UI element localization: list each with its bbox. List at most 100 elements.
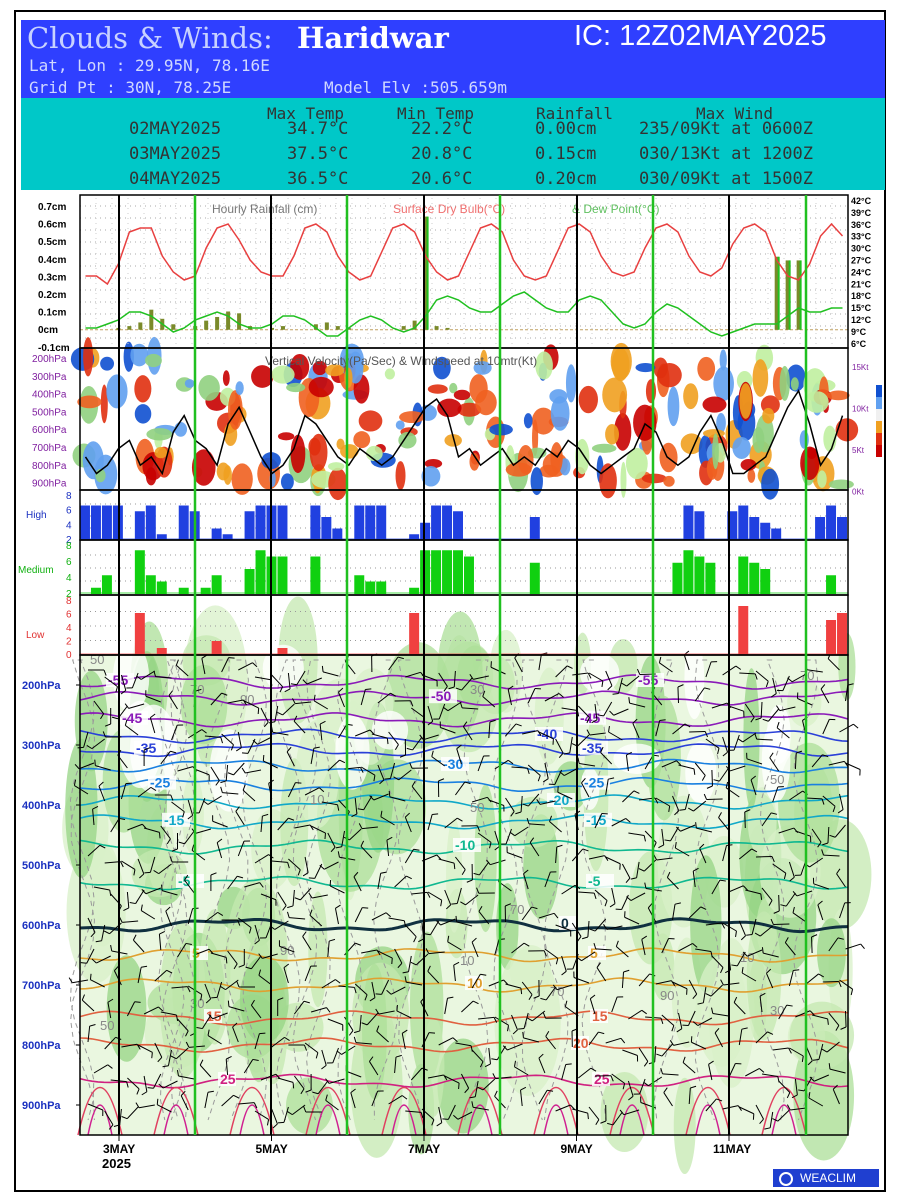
wind-barb	[462, 707, 479, 710]
wind-barb-flag	[375, 1008, 380, 1015]
wind-barb-flag	[68, 977, 73, 984]
wind-barb	[755, 1104, 764, 1120]
rh-contour	[397, 659, 423, 1121]
wind-barb	[300, 887, 312, 901]
wind-barb-flag	[713, 779, 720, 782]
wind-barb	[759, 996, 763, 1013]
wind-barb-flag	[397, 656, 404, 660]
windspeed-line	[84, 389, 844, 476]
rh-label: 30	[470, 682, 484, 697]
wind-barb-flag	[792, 906, 795, 913]
wind-barb-flag	[109, 889, 112, 897]
rain-bar	[280, 326, 285, 330]
legend-rain: Hourly Rainfall (cm)	[212, 202, 317, 216]
wind-barb-flag	[556, 844, 563, 848]
wind-barb	[250, 1004, 262, 1019]
wind-barb	[411, 707, 425, 718]
xsec-pressure-label: 500hPa	[22, 860, 61, 872]
temp-label-bg	[582, 775, 610, 790]
wind-barb-flag	[202, 800, 209, 805]
wind-barb	[672, 723, 686, 735]
wind-barb-flag	[512, 1029, 518, 1035]
wind-barb	[661, 938, 670, 954]
wind-barb	[711, 769, 713, 787]
rain-bar	[412, 320, 417, 330]
wind-barb	[836, 873, 846, 888]
wind-barb	[729, 765, 746, 772]
vv-cell	[653, 357, 668, 379]
surface-heat-contour	[315, 1104, 341, 1136]
wind-barb-flag	[464, 781, 471, 785]
wind-barb-flag	[380, 871, 387, 874]
wind-barb	[274, 920, 289, 930]
wind-barb	[120, 674, 127, 691]
wind-barb	[769, 1111, 774, 1128]
wind-barb	[260, 893, 277, 901]
wind-barb-flag	[720, 967, 724, 974]
wind-barb-flag	[472, 1000, 479, 1005]
wind-barb	[600, 752, 613, 765]
cloud-label-high: High	[26, 510, 47, 521]
wind-barb-flag	[582, 936, 589, 940]
wind-barb-flag	[615, 940, 619, 947]
wind-barb	[207, 795, 222, 805]
wind-barb-flag	[832, 806, 836, 813]
wind-barb-flag	[654, 797, 659, 804]
wind-barb-flag	[587, 672, 592, 679]
wind-barb	[295, 701, 312, 705]
wind-barb-flag	[457, 817, 463, 822]
wind-barb	[167, 1049, 172, 1066]
wind-barb	[839, 793, 844, 810]
wind-barb	[544, 762, 549, 779]
wind-barb	[204, 911, 218, 923]
wind-barb	[478, 1016, 495, 1020]
wind-barb-flag	[171, 848, 178, 852]
wind-barb-flag	[620, 1038, 626, 1044]
wind-barb	[699, 848, 707, 864]
wind-barb	[746, 758, 763, 765]
wind-barb	[165, 910, 172, 927]
rh-contour	[242, 659, 268, 1121]
wind-barb-flag	[832, 1084, 838, 1090]
wind-barb	[154, 1042, 163, 1058]
stats-cell-date: 02MAY2025	[129, 119, 222, 139]
wind-barb	[133, 939, 145, 953]
wind-barb-flag	[254, 939, 260, 945]
vv-colorbar-swatch	[876, 385, 882, 397]
wind-barb-flag	[166, 838, 171, 845]
wind-barb-flag	[784, 937, 789, 943]
xsec-pressure-label: 600hPa	[22, 920, 61, 932]
temp-contour-label: -25	[150, 775, 170, 791]
cloud-bar-high	[178, 505, 189, 540]
wind-barb	[538, 654, 542, 671]
temp-contour-label: -45	[580, 710, 600, 726]
legend-dew: & Dew Point(°C)	[572, 202, 660, 216]
surface-heat-contour	[239, 1104, 265, 1136]
vv-cell	[344, 367, 353, 389]
temp-label-bg	[218, 1072, 236, 1086]
wind-barb-flag	[466, 879, 473, 883]
wind-barb	[691, 1041, 707, 1050]
wind-barb-flag	[419, 734, 424, 740]
wind-barb	[751, 918, 757, 935]
wind-barb	[839, 723, 854, 733]
wind-barb	[341, 830, 345, 847]
cloud-tick-label: 4	[66, 623, 72, 634]
wind-barb	[605, 856, 621, 865]
vv-pressure-label: 700hPa	[32, 443, 67, 454]
wind-barb	[254, 676, 271, 681]
wind-barb-flag	[658, 656, 662, 663]
wind-barb	[127, 1077, 140, 1090]
wind-barb-flag	[156, 1098, 159, 1105]
rain-tick-label: -0.1cm	[38, 343, 70, 354]
cloud-bar-high	[145, 505, 156, 540]
wind-barb	[478, 861, 490, 876]
wind-barb	[588, 672, 604, 682]
wind-barb	[739, 672, 756, 675]
wind-barb	[329, 885, 345, 894]
wind-barb	[811, 754, 823, 768]
wind-barb-flag	[237, 919, 241, 926]
wind-barb-flag	[380, 810, 383, 817]
wind-barb	[808, 1097, 824, 1107]
wind-barb	[755, 855, 773, 858]
